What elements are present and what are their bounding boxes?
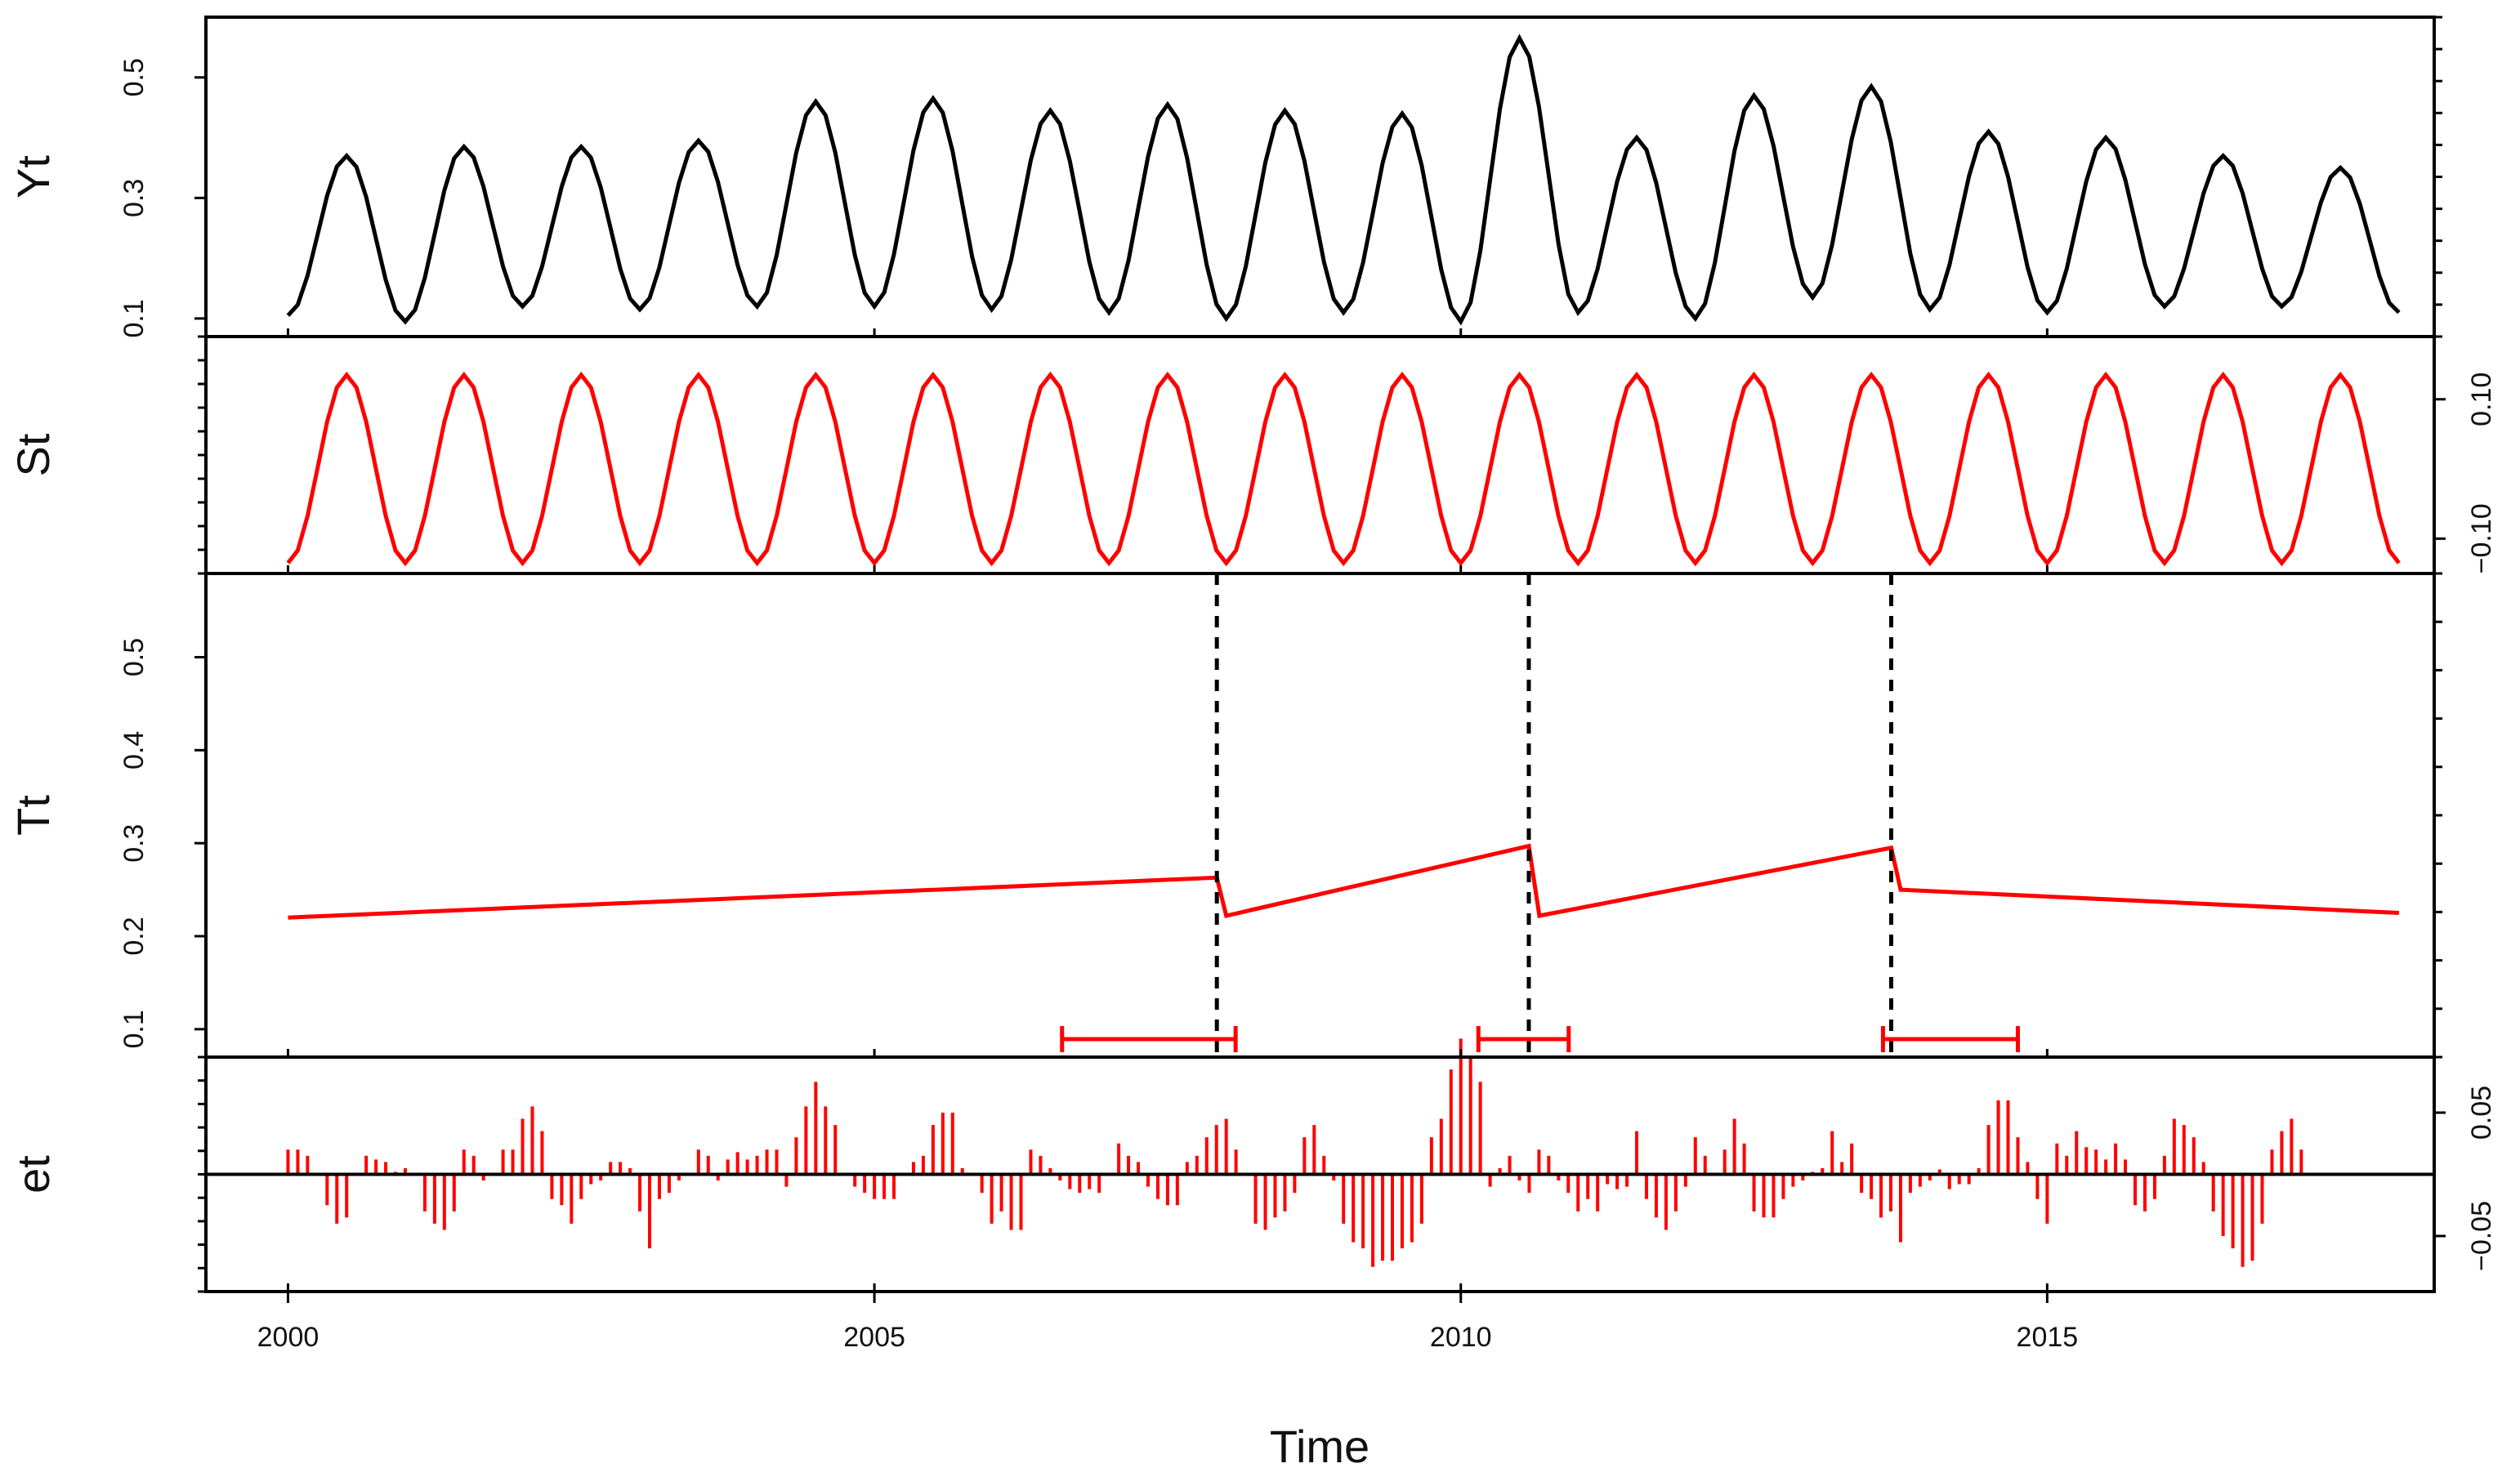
y-tick-label-tt: 0.1 — [118, 1010, 150, 1048]
y-tick-label-tt: 0.3 — [118, 824, 150, 863]
series-tt-trend — [288, 843, 2400, 920]
panels-layer — [206, 33, 2434, 1267]
panel-label-st: St — [7, 433, 59, 476]
panel-label-yt: Yt — [7, 155, 59, 199]
panel-tt — [288, 573, 2400, 1057]
panel-label-et: et — [7, 1155, 59, 1194]
x-tick-label: 2015 — [2017, 1322, 2079, 1353]
plot-frame — [204, 16, 2436, 1293]
x-tick-label: 2010 — [1430, 1322, 1492, 1353]
y-tick-label-tt: 0.2 — [118, 917, 150, 955]
y-tick-label-tt: 0.4 — [118, 731, 150, 770]
y-tick-label-st: 0.10 — [2466, 373, 2497, 426]
panel-et — [206, 1038, 2434, 1267]
series-yt-line — [286, 33, 2401, 326]
y-tick-label-yt: 0.3 — [118, 179, 150, 217]
y-tick-label-tt: 0.5 — [118, 638, 150, 676]
x-tick-label: 2005 — [843, 1322, 905, 1353]
y-tick-label-st: −0.10 — [2466, 503, 2497, 573]
panel-label-tt: Tt — [7, 795, 59, 836]
x-axis-label: Time — [1270, 1421, 1369, 1472]
y-tick-label-et: 0.05 — [2466, 1086, 2497, 1140]
panel-st — [286, 371, 2401, 567]
series-st-line — [286, 371, 2401, 567]
axes-layer: 0.1 0.3 0.5 Yt −0.10 0.10 St 0.1 0.2 0.3 0.4 0.5 Tt −… — [7, 16, 2497, 1353]
x-tick-label: 2000 — [257, 1322, 319, 1353]
panel-yt — [286, 33, 2401, 326]
y-tick-label-yt: 0.1 — [118, 299, 150, 337]
y-tick-label-et: −0.05 — [2466, 1201, 2497, 1271]
y-tick-label-yt: 0.5 — [118, 58, 150, 96]
